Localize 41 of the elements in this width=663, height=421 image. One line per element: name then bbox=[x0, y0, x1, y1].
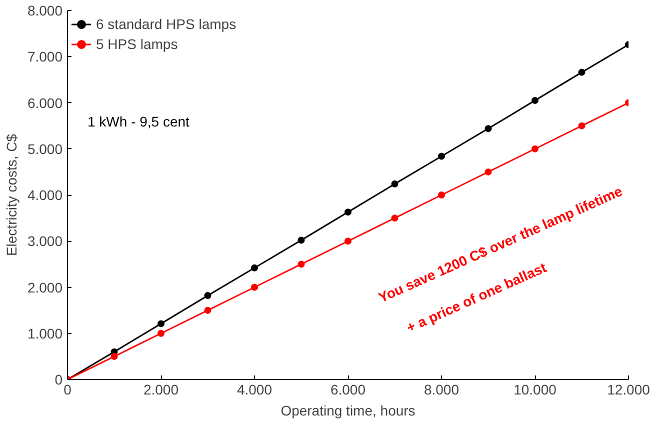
y-tick-label: 5.000 bbox=[27, 140, 63, 157]
point bbox=[344, 238, 352, 245]
y-tick-label: 2.000 bbox=[27, 279, 63, 296]
legend-label: 6 standard HPS lamps bbox=[96, 16, 236, 32]
point bbox=[158, 320, 164, 328]
point bbox=[391, 180, 398, 188]
point bbox=[204, 306, 212, 314]
point bbox=[578, 122, 586, 130]
x-tick-label: 12.000 bbox=[607, 382, 650, 398]
y-tick-label: 4.000 bbox=[27, 187, 63, 203]
x-tick-label: 10.000 bbox=[514, 382, 557, 398]
point bbox=[344, 208, 352, 216]
x-tick-label: 2.000 bbox=[143, 382, 179, 398]
y-tick-label: 1.000 bbox=[27, 325, 63, 342]
point bbox=[298, 260, 305, 268]
point bbox=[438, 192, 445, 198]
annotation: 1 kWh - 9,5 cent bbox=[88, 114, 190, 130]
point bbox=[484, 125, 492, 132]
point bbox=[438, 152, 445, 160]
point bbox=[110, 352, 118, 360]
y-tick-label: 7.000 bbox=[27, 48, 63, 65]
y-tick-label: 6.000 bbox=[27, 94, 63, 111]
point bbox=[484, 168, 492, 176]
x-axis-title: Operating time, hours bbox=[280, 402, 416, 418]
point bbox=[251, 284, 258, 291]
point bbox=[532, 96, 538, 104]
point bbox=[158, 330, 164, 337]
point bbox=[298, 236, 305, 244]
point bbox=[204, 292, 212, 300]
x-tick-label: 4.000 bbox=[236, 382, 272, 398]
point bbox=[391, 214, 398, 222]
x-tick-label: 6.000 bbox=[330, 382, 366, 398]
y-tick-label: 8.000 bbox=[27, 2, 63, 18]
x-tick-label: 8.000 bbox=[424, 382, 460, 398]
y-axis-title: Electricity costs, C$ bbox=[3, 134, 20, 256]
y-tick-label: 3.000 bbox=[27, 233, 63, 250]
point bbox=[251, 264, 258, 272]
legend-label: 5 HPS lamps bbox=[96, 36, 178, 52]
y-tick-label: 0 bbox=[54, 372, 63, 388]
point bbox=[532, 145, 538, 152]
point bbox=[578, 68, 586, 76]
